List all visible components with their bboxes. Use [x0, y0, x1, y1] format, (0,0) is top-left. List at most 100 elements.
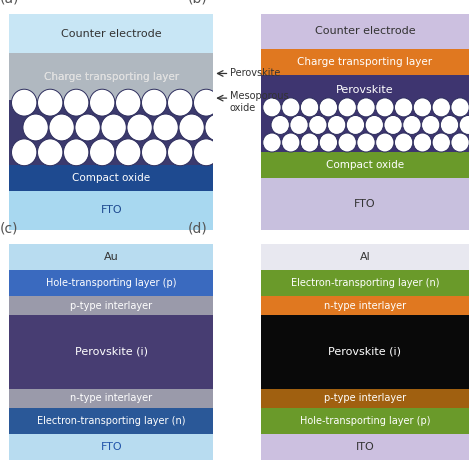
- Bar: [9, 191, 213, 230]
- Bar: [261, 408, 469, 434]
- Circle shape: [75, 114, 100, 141]
- Text: Perovskite: Perovskite: [230, 68, 280, 79]
- Bar: [9, 100, 213, 165]
- Text: FTO: FTO: [354, 199, 376, 209]
- Circle shape: [11, 139, 37, 166]
- Bar: [261, 49, 469, 74]
- Circle shape: [301, 133, 319, 152]
- Circle shape: [193, 89, 219, 116]
- Circle shape: [459, 116, 474, 135]
- Text: Charge transporting layer: Charge transporting layer: [44, 72, 179, 82]
- Circle shape: [11, 89, 37, 116]
- Circle shape: [301, 98, 319, 117]
- Text: (c): (c): [0, 221, 18, 236]
- Circle shape: [357, 98, 375, 117]
- Circle shape: [432, 133, 450, 152]
- Bar: [9, 389, 213, 408]
- Circle shape: [37, 139, 63, 166]
- Circle shape: [432, 98, 450, 117]
- Text: Charge transporting layer: Charge transporting layer: [44, 72, 179, 82]
- Circle shape: [49, 114, 74, 141]
- Bar: [261, 270, 469, 296]
- Circle shape: [365, 116, 383, 135]
- Bar: [261, 244, 469, 270]
- Bar: [9, 408, 213, 434]
- Text: Compact oxide: Compact oxide: [73, 173, 150, 183]
- Circle shape: [328, 116, 346, 135]
- Circle shape: [376, 98, 394, 117]
- Text: p-type interlayer: p-type interlayer: [70, 301, 153, 310]
- Circle shape: [451, 133, 469, 152]
- Circle shape: [263, 98, 281, 117]
- Text: Perovskite: Perovskite: [336, 85, 394, 95]
- Circle shape: [263, 133, 281, 152]
- Text: Compact oxide: Compact oxide: [326, 160, 404, 170]
- Text: Counter electrode: Counter electrode: [61, 28, 162, 38]
- Text: Al: Al: [360, 252, 370, 262]
- Circle shape: [116, 139, 141, 166]
- Bar: [261, 14, 469, 49]
- Text: p-type interlayer: p-type interlayer: [324, 393, 406, 403]
- Circle shape: [23, 114, 48, 141]
- Bar: [9, 296, 213, 315]
- Circle shape: [142, 139, 167, 166]
- Circle shape: [282, 98, 300, 117]
- Circle shape: [127, 114, 152, 141]
- Circle shape: [64, 89, 89, 116]
- Bar: [9, 270, 213, 296]
- Circle shape: [205, 114, 230, 141]
- Text: Electron-transporting layer (n): Electron-transporting layer (n): [37, 416, 186, 426]
- Text: Hole-transporting layer (p): Hole-transporting layer (p): [300, 416, 430, 426]
- Circle shape: [179, 114, 204, 141]
- Circle shape: [90, 89, 115, 116]
- Circle shape: [451, 98, 469, 117]
- Bar: [9, 53, 213, 100]
- Circle shape: [101, 114, 126, 141]
- Circle shape: [421, 116, 440, 135]
- Circle shape: [271, 116, 290, 135]
- Circle shape: [37, 89, 63, 116]
- Circle shape: [319, 133, 337, 152]
- Text: Hole-transporting layer (p): Hole-transporting layer (p): [46, 278, 177, 288]
- Circle shape: [338, 133, 356, 152]
- Text: FTO: FTO: [100, 206, 122, 216]
- Circle shape: [346, 116, 365, 135]
- Circle shape: [90, 139, 115, 166]
- Circle shape: [376, 133, 394, 152]
- Circle shape: [357, 133, 375, 152]
- Text: n-type interlayer: n-type interlayer: [324, 301, 406, 310]
- Text: n-type interlayer: n-type interlayer: [70, 393, 153, 403]
- Circle shape: [394, 98, 413, 117]
- Text: (d): (d): [188, 221, 208, 236]
- Circle shape: [290, 116, 308, 135]
- Circle shape: [384, 116, 402, 135]
- Bar: [261, 296, 469, 315]
- Bar: [261, 152, 469, 178]
- Bar: [261, 74, 469, 152]
- Circle shape: [413, 133, 432, 152]
- Text: FTO: FTO: [100, 442, 122, 452]
- Circle shape: [282, 133, 300, 152]
- Text: Au: Au: [104, 252, 119, 262]
- Circle shape: [403, 116, 421, 135]
- Circle shape: [319, 98, 337, 117]
- Bar: [261, 315, 469, 389]
- Circle shape: [116, 89, 141, 116]
- Bar: [9, 244, 213, 270]
- Circle shape: [167, 89, 193, 116]
- Bar: [9, 165, 213, 191]
- Circle shape: [193, 139, 219, 166]
- Circle shape: [153, 114, 178, 141]
- Circle shape: [394, 133, 413, 152]
- Text: ITO: ITO: [356, 442, 374, 452]
- Circle shape: [338, 98, 356, 117]
- Circle shape: [309, 116, 327, 135]
- Bar: [9, 434, 213, 460]
- Circle shape: [413, 98, 432, 117]
- Circle shape: [142, 89, 167, 116]
- Text: Counter electrode: Counter electrode: [315, 27, 415, 36]
- Text: (b): (b): [188, 0, 208, 6]
- Circle shape: [167, 139, 193, 166]
- Bar: [261, 434, 469, 460]
- Text: (a): (a): [0, 0, 19, 6]
